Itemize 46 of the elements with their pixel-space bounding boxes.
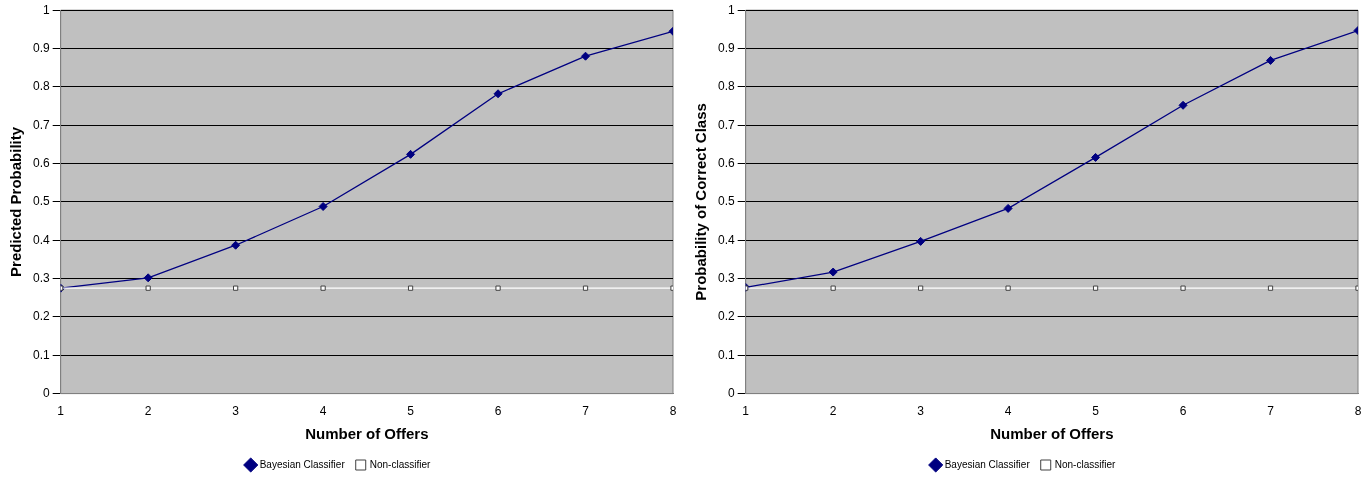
y-axis-title: Predicted Probability	[7, 126, 25, 277]
x-axis-title: Number of Offers	[990, 425, 1114, 443]
x-tick-label: 5	[1092, 404, 1100, 419]
x-tick-label: 1	[742, 404, 750, 419]
x-tick-label: 7	[1267, 404, 1275, 419]
legend-label: Non-classifier	[369, 458, 431, 470]
x-tick-label: 6	[1179, 404, 1187, 419]
y-tick-label: 0.1	[717, 347, 735, 362]
y-tick-label: 0.5	[32, 194, 50, 209]
legend-label: Bayesian Classifier	[944, 458, 1031, 470]
x-tick-label: 2	[144, 404, 152, 419]
x-axis-title: Number of Offers	[305, 425, 429, 443]
y-tick-label: 0.6	[717, 155, 735, 170]
x-tick-label: 8	[669, 404, 677, 419]
y-tick-label: 0.5	[717, 194, 735, 209]
y-tick-label: 1	[42, 2, 50, 17]
y-tick-label: 0.7	[32, 117, 50, 132]
x-tick-label: 3	[917, 404, 925, 419]
y-tick-label: 0.8	[32, 79, 50, 94]
y-tick-label: 0.3	[717, 270, 735, 285]
legend-label: Non-classifier	[1054, 458, 1116, 470]
y-tick-label: 0.9	[717, 40, 735, 55]
y-tick-label: 1	[727, 2, 735, 17]
y-tick-label: 0.7	[717, 117, 735, 132]
legend-label: Bayesian Classifier	[259, 458, 346, 470]
y-tick-label: 0.9	[32, 40, 50, 55]
y-tick-label: 0.4	[717, 232, 735, 247]
x-tick-label: 2	[829, 404, 837, 419]
y-tick-label: 0.2	[717, 309, 735, 324]
y-tick-label: 0	[42, 385, 50, 400]
x-tick-label: 8	[1354, 404, 1362, 419]
x-tick-label: 4	[319, 404, 327, 419]
x-tick-label: 3	[232, 404, 240, 419]
x-tick-label: 6	[494, 404, 502, 419]
x-tick-label: 4	[1004, 404, 1012, 419]
x-tick-label: 5	[407, 404, 415, 419]
y-tick-label: 0.4	[32, 232, 50, 247]
y-tick-label: 0.1	[32, 347, 50, 362]
y-tick-label: 0.2	[32, 309, 50, 324]
x-tick-label: 7	[582, 404, 590, 419]
y-tick-label: 0.3	[32, 270, 50, 285]
x-tick-label: 1	[57, 404, 65, 419]
y-tick-label: 0.8	[717, 79, 735, 94]
y-tick-label: 0.6	[32, 155, 50, 170]
y-tick-label: 0	[727, 385, 735, 400]
y-axis-title: Probability of Correct Class	[692, 103, 710, 301]
